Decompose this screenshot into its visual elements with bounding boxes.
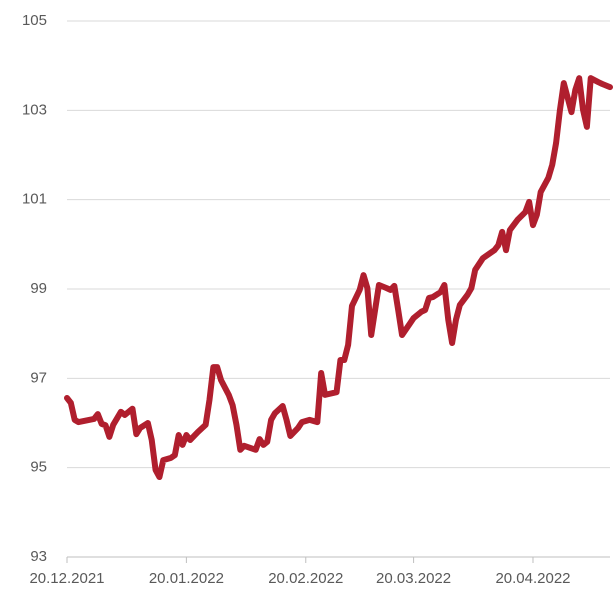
y-tick-label: 101: [22, 191, 47, 208]
x-tick-label: 20.12.2021: [29, 570, 104, 587]
y-tick-label: 93: [30, 548, 47, 565]
x-tick-label: 20.01.2022: [149, 570, 224, 587]
y-tick-label: 105: [22, 12, 47, 29]
x-tick-label: 20.03.2022: [376, 570, 451, 587]
y-tick-label: 97: [30, 369, 47, 386]
y-tick-label: 95: [30, 459, 47, 476]
x-tick-label: 20.04.2022: [495, 570, 570, 587]
y-tick-label: 99: [30, 280, 47, 297]
data-line: [64, 75, 613, 481]
y-tick-label: 103: [22, 101, 47, 118]
x-tick-label: 20.02.2022: [268, 570, 343, 587]
